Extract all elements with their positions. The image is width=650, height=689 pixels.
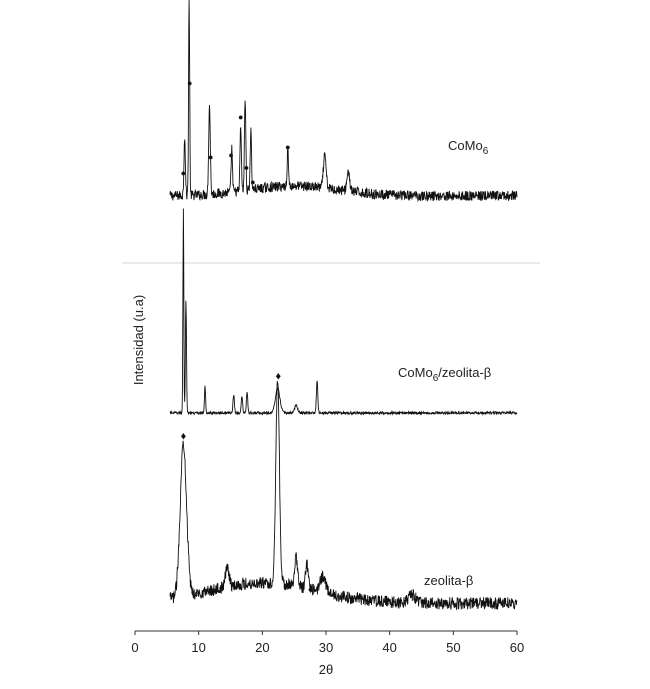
series-label-1: CoMo6: [448, 138, 489, 157]
x-axis-label: 2θ: [319, 662, 333, 677]
peak-marker: ●: [285, 142, 290, 152]
peak-marker: ♦: [308, 584, 314, 596]
series-labels: CoMo6 CoMo6/zeolita-β zeolita-β: [398, 138, 491, 588]
y-axis-label: Intensidad (u.a): [131, 295, 146, 385]
x-tick-label: 20: [255, 640, 269, 655]
x-tick-label: 60: [510, 640, 524, 655]
series-line-1: [169, 0, 518, 203]
series-layer: ●●● ●●●●●♦♦♦: [169, 0, 518, 611]
peak-marker: ●: [187, 78, 192, 88]
series-label-2: CoMo6/zeolita-β: [398, 365, 491, 384]
series-label-subscript: 6: [483, 146, 489, 157]
peak-marker: ●: [238, 112, 243, 122]
series-label-subscript: 6: [433, 373, 439, 384]
x-tick-label: 50: [446, 640, 460, 655]
peak-marker: ♦: [181, 431, 187, 443]
peak-marker: ●: [181, 168, 186, 178]
series-line-3: [169, 380, 518, 611]
x-tick-label: 30: [319, 640, 333, 655]
x-tick-label: 40: [382, 640, 396, 655]
x-tick-label: 0: [131, 640, 138, 655]
peak-marker: ●: [250, 177, 255, 187]
peak-marker: ●: [228, 150, 233, 160]
series-label-3: zeolita-β: [424, 573, 473, 588]
series-label-rest: /zeolita-β: [438, 365, 491, 380]
series-line-2: [169, 208, 518, 416]
peak-marker: ●: [244, 162, 249, 172]
peak-marker: ●: [208, 152, 213, 162]
x-tick-label: 10: [191, 640, 205, 655]
x-axis: 0 10 20 30 40 50 60: [131, 630, 524, 655]
peak-marker: ♦: [275, 370, 281, 382]
